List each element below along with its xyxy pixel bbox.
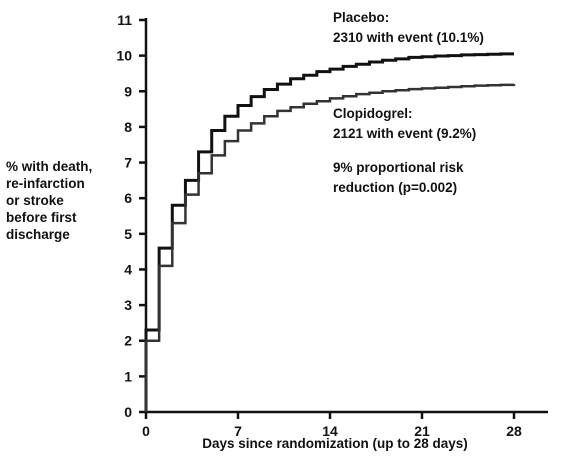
series-line-placebo bbox=[144, 52, 514, 412]
y-axis-title-line-1: % with death, bbox=[6, 159, 92, 174]
x-axis-title: Days since randomization (up to 28 days) bbox=[202, 436, 468, 451]
annotation-placebo-line-1: Placebo: bbox=[333, 10, 389, 25]
y-tick-label: 3 bbox=[124, 297, 132, 313]
annotation-risk-reduction-line-2: reduction (p=0.002) bbox=[333, 180, 457, 195]
series-line-clopidogrel bbox=[144, 83, 516, 412]
x-tick-label: 21 bbox=[414, 423, 430, 439]
x-tick-label: 7 bbox=[234, 423, 242, 439]
y-tick-label: 0 bbox=[124, 404, 132, 420]
x-tick-label: 14 bbox=[322, 423, 338, 439]
y-axis-title-line-3: or stroke bbox=[6, 193, 64, 208]
x-tick-label: 28 bbox=[506, 423, 522, 439]
annotation-placebo: Placebo: 2310 with event (10.1%) bbox=[333, 10, 484, 45]
y-tick-label: 2 bbox=[124, 333, 132, 349]
x-tick-label: 0 bbox=[142, 423, 150, 439]
annotation-risk-reduction-line-1: 9% proportional risk bbox=[333, 160, 464, 175]
axes bbox=[144, 18, 548, 414]
annotation-clopidogrel-line-2: 2121 with event (9.2%) bbox=[333, 126, 476, 141]
y-ticks: 0 1 2 3 4 5 6 7 8 9 10 11 bbox=[116, 12, 146, 420]
y-tick-label: 10 bbox=[116, 48, 132, 64]
annotation-clopidogrel-line-1: Clopidogrel: bbox=[333, 106, 413, 121]
y-tick-label: 1 bbox=[124, 368, 132, 384]
y-tick-label: 5 bbox=[124, 226, 132, 242]
y-axis-title-line-4: before first bbox=[6, 210, 77, 225]
y-axis-title-line-5: discharge bbox=[6, 227, 70, 242]
y-axis-title-line-2: re-infarction bbox=[6, 176, 85, 191]
series-layer bbox=[144, 52, 516, 412]
annotation-clopidogrel: Clopidogrel: 2121 with event (9.2%) bbox=[333, 106, 476, 141]
y-tick-label: 9 bbox=[124, 83, 132, 99]
y-tick-label: 8 bbox=[124, 119, 132, 135]
annotation-risk-reduction: 9% proportional risk reduction (p=0.002) bbox=[333, 160, 467, 195]
y-axis-title: % with death, re-infarction or stroke be… bbox=[6, 159, 96, 242]
y-tick-label: 7 bbox=[124, 155, 132, 171]
annotation-placebo-line-2: 2310 with event (10.1%) bbox=[333, 30, 484, 45]
y-tick-label: 4 bbox=[124, 261, 132, 277]
y-tick-label: 11 bbox=[117, 12, 132, 28]
x-ticks: 0 7 14 21 28 bbox=[142, 412, 522, 439]
y-tick-label: 6 bbox=[124, 190, 132, 206]
